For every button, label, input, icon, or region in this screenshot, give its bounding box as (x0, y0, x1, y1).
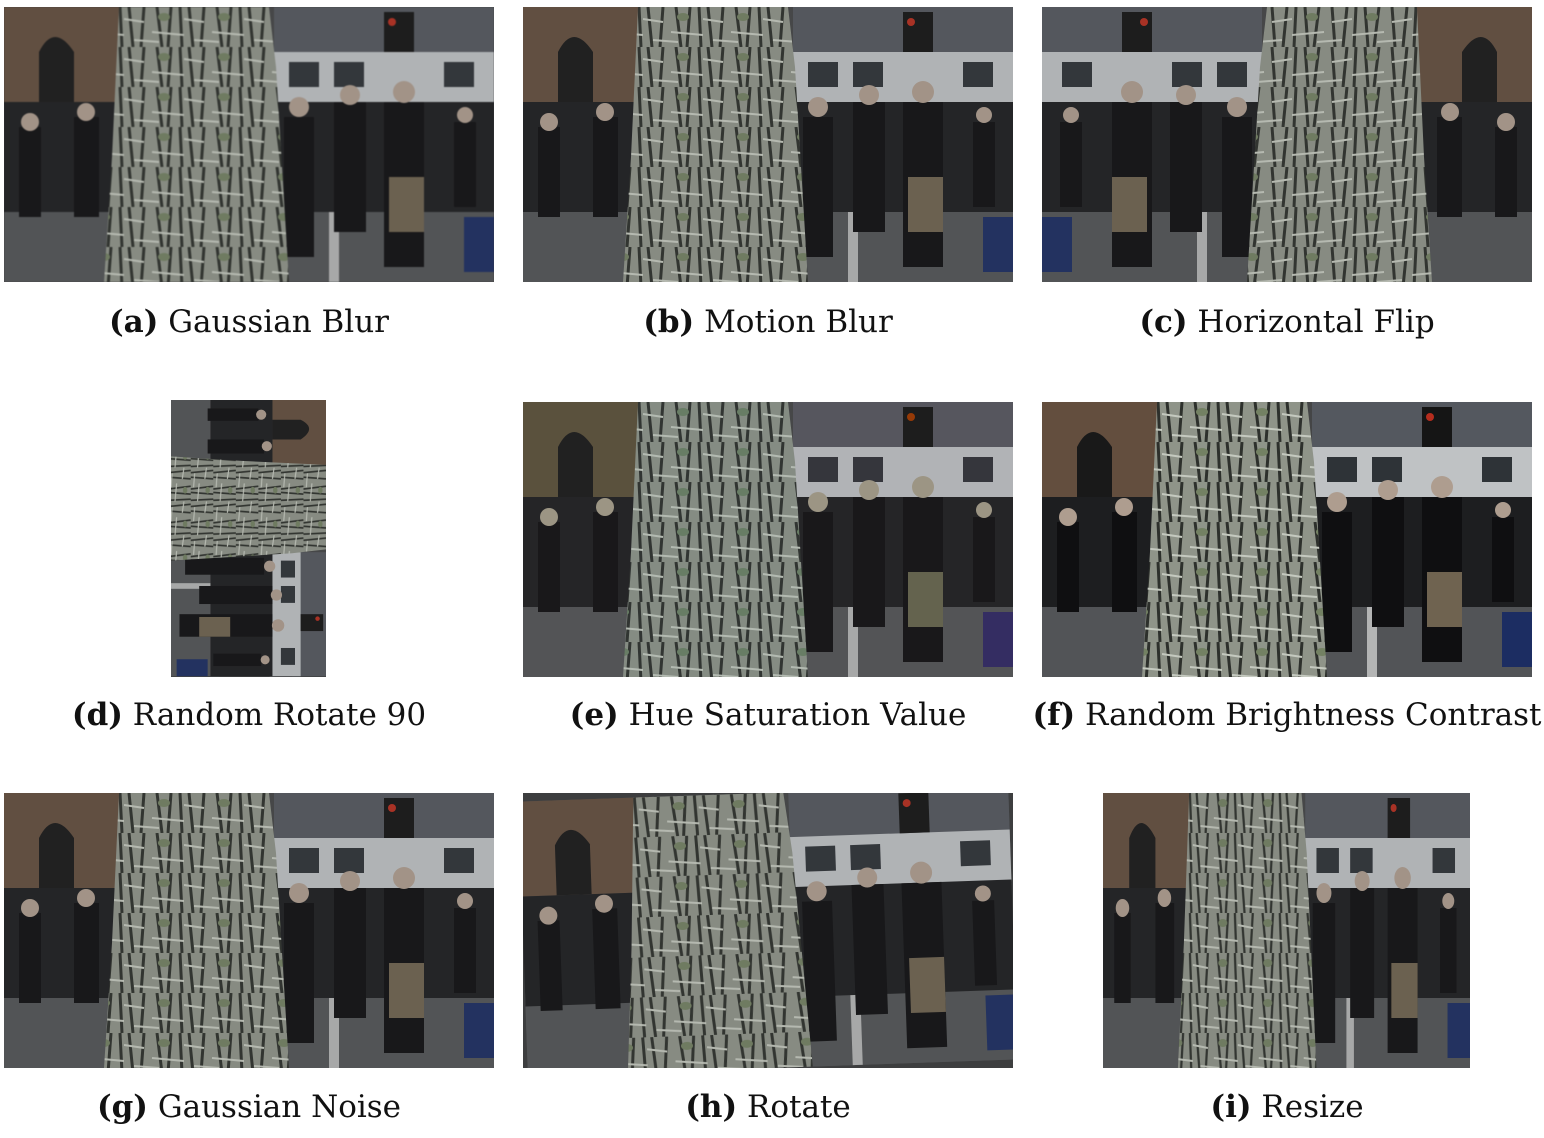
figure-panel-h (523, 793, 1013, 1068)
figure-panel-g (4, 793, 494, 1068)
caption-b: (b) Motion Blur (643, 304, 893, 340)
image-hue-saturation-value (523, 402, 1013, 677)
image-random-rotate-90 (171, 400, 326, 677)
caption-i: (i) Resize (1210, 1089, 1364, 1125)
image-gaussian-blur (4, 7, 494, 282)
figure-panel-f (1042, 402, 1532, 677)
figure-panel-a (4, 7, 494, 282)
figure-panel-c (1042, 7, 1532, 282)
figure-panel-e (523, 402, 1013, 677)
caption-h: (h) Rotate (685, 1089, 851, 1125)
image-horizontal-flip (1042, 7, 1532, 282)
image-gaussian-noise (4, 793, 494, 1068)
image-random-brightness-contrast (1042, 402, 1532, 677)
caption-e: (e) Hue Saturation Value (569, 697, 967, 733)
image-motion-blur (523, 7, 1013, 282)
image-resize (1103, 793, 1470, 1068)
image-rotate (523, 793, 1013, 1068)
caption-g: (g) Gaussian Noise (96, 1089, 402, 1125)
figure-panel-b (523, 7, 1013, 282)
caption-f: (f) Random Brightness Contrast (1032, 697, 1542, 733)
figure-panel-i (1103, 793, 1470, 1068)
caption-c: (c) Horizontal Flip (1139, 304, 1435, 340)
caption-d: (d) Random Rotate 90 (71, 697, 427, 733)
figure-panel-d (171, 400, 326, 677)
caption-a: (a) Gaussian Blur (108, 304, 389, 340)
